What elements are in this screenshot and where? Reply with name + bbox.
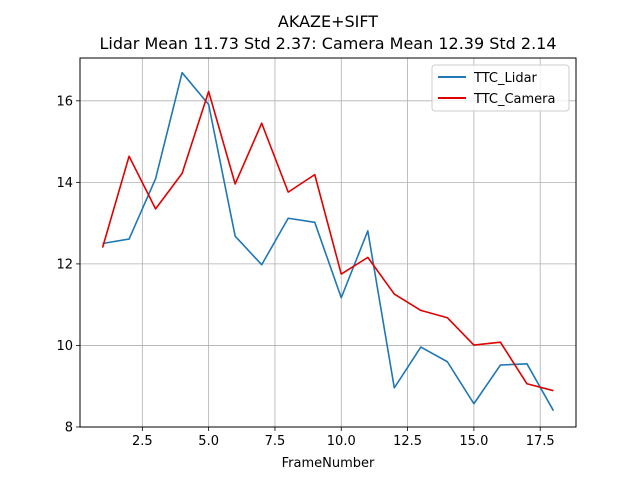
x-tick-label: 5.0 xyxy=(198,434,219,449)
y-tick-label: 16 xyxy=(56,94,73,109)
chart-title: AKAZE+SIFT xyxy=(278,12,378,31)
legend: TTC_Lidar TTC_Camera xyxy=(431,64,570,112)
x-tick-label: 12.5 xyxy=(393,434,422,449)
x-tick-label: 15.0 xyxy=(459,434,488,449)
series-line-lidar xyxy=(102,71,555,412)
x-tick-label: 17.5 xyxy=(526,434,555,449)
x-axis-label: FrameNumber xyxy=(282,456,375,471)
x-tick-label: 2.5 xyxy=(132,434,153,449)
series-group xyxy=(101,71,555,412)
plot-frame xyxy=(79,57,577,428)
x-tick-label: 7.5 xyxy=(265,434,286,449)
x-tick-label: 10.0 xyxy=(327,434,356,449)
y-tick-label: 12 xyxy=(56,257,73,272)
y-tick-label: 10 xyxy=(56,339,73,354)
legend-label-camera: TTC_Camera xyxy=(473,92,556,107)
legend-box xyxy=(431,64,570,112)
y-tick-label: 14 xyxy=(56,176,73,191)
axis-ticks: 2.5 5.0 7.5 10.0 12.5 15.0 17.5 8 10 12 14 16 xyxy=(56,94,554,449)
y-tick-label: 8 xyxy=(65,421,73,436)
chart-subtitle: Lidar Mean 11.73 Std 2.37: Camera Mean 1… xyxy=(99,34,556,53)
series-line-camera xyxy=(101,90,554,392)
legend-label-lidar: TTC_Lidar xyxy=(473,71,538,86)
